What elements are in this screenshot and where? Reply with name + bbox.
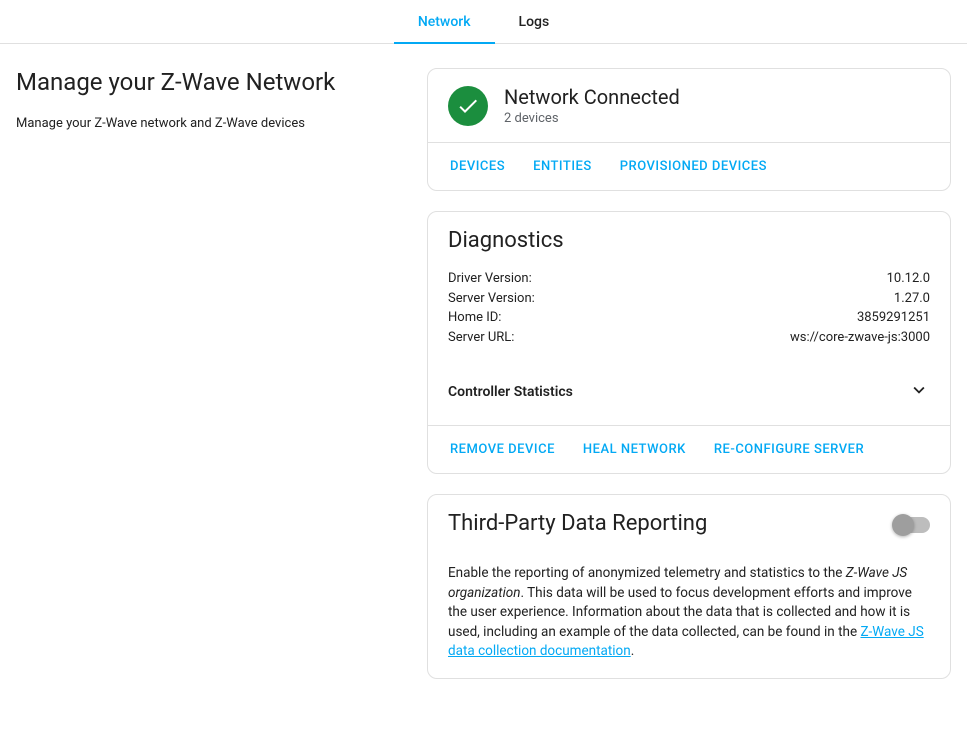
status-actions: DEVICES ENTITIES PROVISIONED DEVICES	[428, 142, 950, 190]
diag-label: Home ID:	[448, 308, 501, 328]
diag-value: 10.12.0	[887, 269, 930, 289]
tab-network[interactable]: Network	[394, 0, 495, 44]
diag-value: 1.27.0	[894, 289, 930, 309]
provisioned-devices-button[interactable]: PROVISIONED DEVICES	[610, 151, 777, 182]
third-party-description: Enable the reporting of anonymized telem…	[448, 564, 930, 662]
diag-value: 3859291251	[857, 308, 930, 328]
check-icon	[456, 94, 480, 118]
diag-row: Driver Version: 10.12.0	[448, 269, 930, 289]
diag-label: Server Version:	[448, 289, 535, 309]
third-party-card: Third-Party Data Reporting Enable the re…	[427, 494, 951, 679]
tp-text: .	[631, 643, 635, 659]
reconfigure-server-button[interactable]: RE-CONFIGURE SERVER	[704, 434, 874, 465]
entities-button[interactable]: ENTITIES	[523, 151, 602, 182]
diagnostics-title: Diagnostics	[448, 228, 930, 253]
status-subtitle: 2 devices	[504, 111, 680, 126]
remove-device-button[interactable]: REMOVE DEVICE	[440, 434, 565, 465]
tab-logs[interactable]: Logs	[495, 0, 574, 44]
heal-network-button[interactable]: HEAL NETWORK	[573, 434, 696, 465]
diag-value: ws://core-zwave-js:3000	[790, 328, 930, 348]
expander-label: Controller Statistics	[448, 384, 573, 400]
check-circle-icon	[448, 86, 488, 126]
diagnostics-card: Diagnostics Driver Version: 10.12.0 Serv…	[427, 211, 951, 474]
tp-text: Enable the reporting of anonymized telem…	[448, 565, 846, 581]
third-party-title: Third-Party Data Reporting	[448, 511, 707, 536]
diag-label: Server URL:	[448, 328, 514, 348]
page-title: Manage your Z-Wave Network	[16, 68, 411, 96]
toggle-knob	[892, 514, 914, 536]
controller-statistics-expander[interactable]: Controller Statistics	[448, 367, 930, 409]
status-card: Network Connected 2 devices DEVICES ENTI…	[427, 68, 951, 191]
page-subtitle: Manage your Z-Wave network and Z-Wave de…	[16, 116, 411, 131]
diag-row: Home ID: 3859291251	[448, 308, 930, 328]
diag-row: Server URL: ws://core-zwave-js:3000	[448, 328, 930, 348]
diag-label: Driver Version:	[448, 269, 532, 289]
diag-row: Server Version: 1.27.0	[448, 289, 930, 309]
status-title: Network Connected	[504, 85, 680, 109]
reporting-toggle[interactable]	[894, 517, 930, 533]
devices-button[interactable]: DEVICES	[440, 151, 515, 182]
chevron-down-icon	[908, 379, 930, 405]
diagnostics-actions: REMOVE DEVICE HEAL NETWORK RE-CONFIGURE …	[428, 425, 950, 473]
tabs-bar: Network Logs	[0, 0, 967, 44]
